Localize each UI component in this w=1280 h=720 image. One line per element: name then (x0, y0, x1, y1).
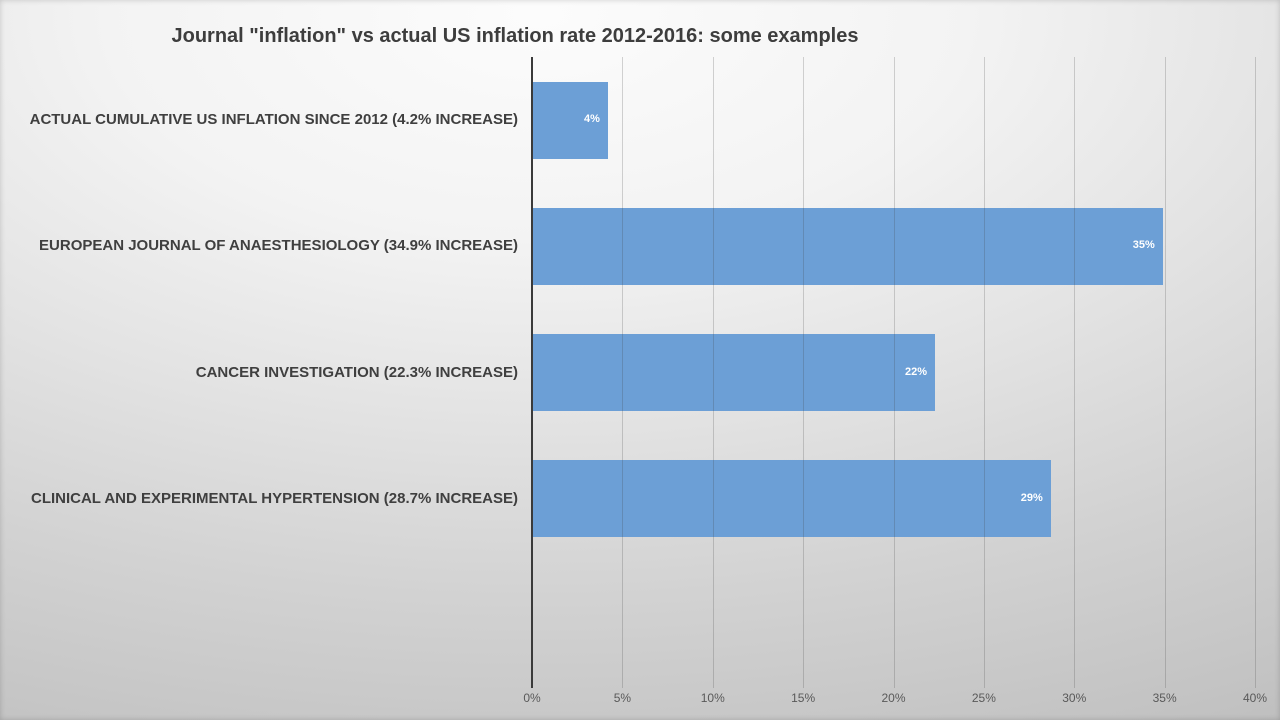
gridline (803, 57, 805, 688)
gridline (1074, 57, 1076, 688)
bar-value-label: 29% (1020, 491, 1043, 504)
gridline (983, 57, 985, 688)
category-label: ACTUAL CUMULATIVE US INFLATION SINCE 201… (29, 111, 518, 129)
x-tick-label: 30% (1062, 691, 1087, 705)
x-tick-label: 5% (613, 691, 632, 705)
bar (532, 460, 1051, 538)
bar (532, 207, 1163, 285)
category-label: CLINICAL AND EXPERIMENTAL HYPERTENSION (… (30, 489, 518, 507)
x-axis: 0% 5% 10% 15% 20% 25% 30% 35% 40% (523, 691, 1267, 711)
category-axis: ACTUAL CUMULATIVE US INFLATION SINCE 201… (0, 0, 518, 720)
chart-title: Journal "inflation" vs actual US inflati… (171, 25, 859, 47)
x-tick-label: 40% (1242, 691, 1268, 705)
x-tick-label: 35% (1152, 691, 1177, 705)
x-tick-label: 20% (881, 691, 906, 705)
bar-value-label: 22% (905, 365, 928, 378)
x-tick-label: 15% (791, 691, 816, 705)
y-axis-line (531, 57, 533, 688)
x-tick-label: 10% (700, 691, 725, 705)
bar-value-label: 35% (1132, 239, 1155, 252)
bar-value-label: 4% (584, 113, 600, 126)
gridline (1255, 57, 1256, 688)
plot-area: 4% 35% 22% 29% (531, 57, 1256, 688)
x-tick-label: 0% (523, 691, 541, 705)
category-label: CANCER INVESTIGATION (22.3% INCREASE) (195, 363, 518, 381)
x-tick-label: 25% (971, 691, 996, 705)
gridline (1164, 57, 1166, 688)
category-label: EUROPEAN JOURNAL OF ANAESTHESIOLOGY (34.… (39, 237, 518, 255)
gridline (712, 57, 714, 688)
gridline (893, 57, 895, 688)
bar (532, 334, 936, 411)
bar (532, 81, 608, 159)
gridline (622, 57, 624, 688)
